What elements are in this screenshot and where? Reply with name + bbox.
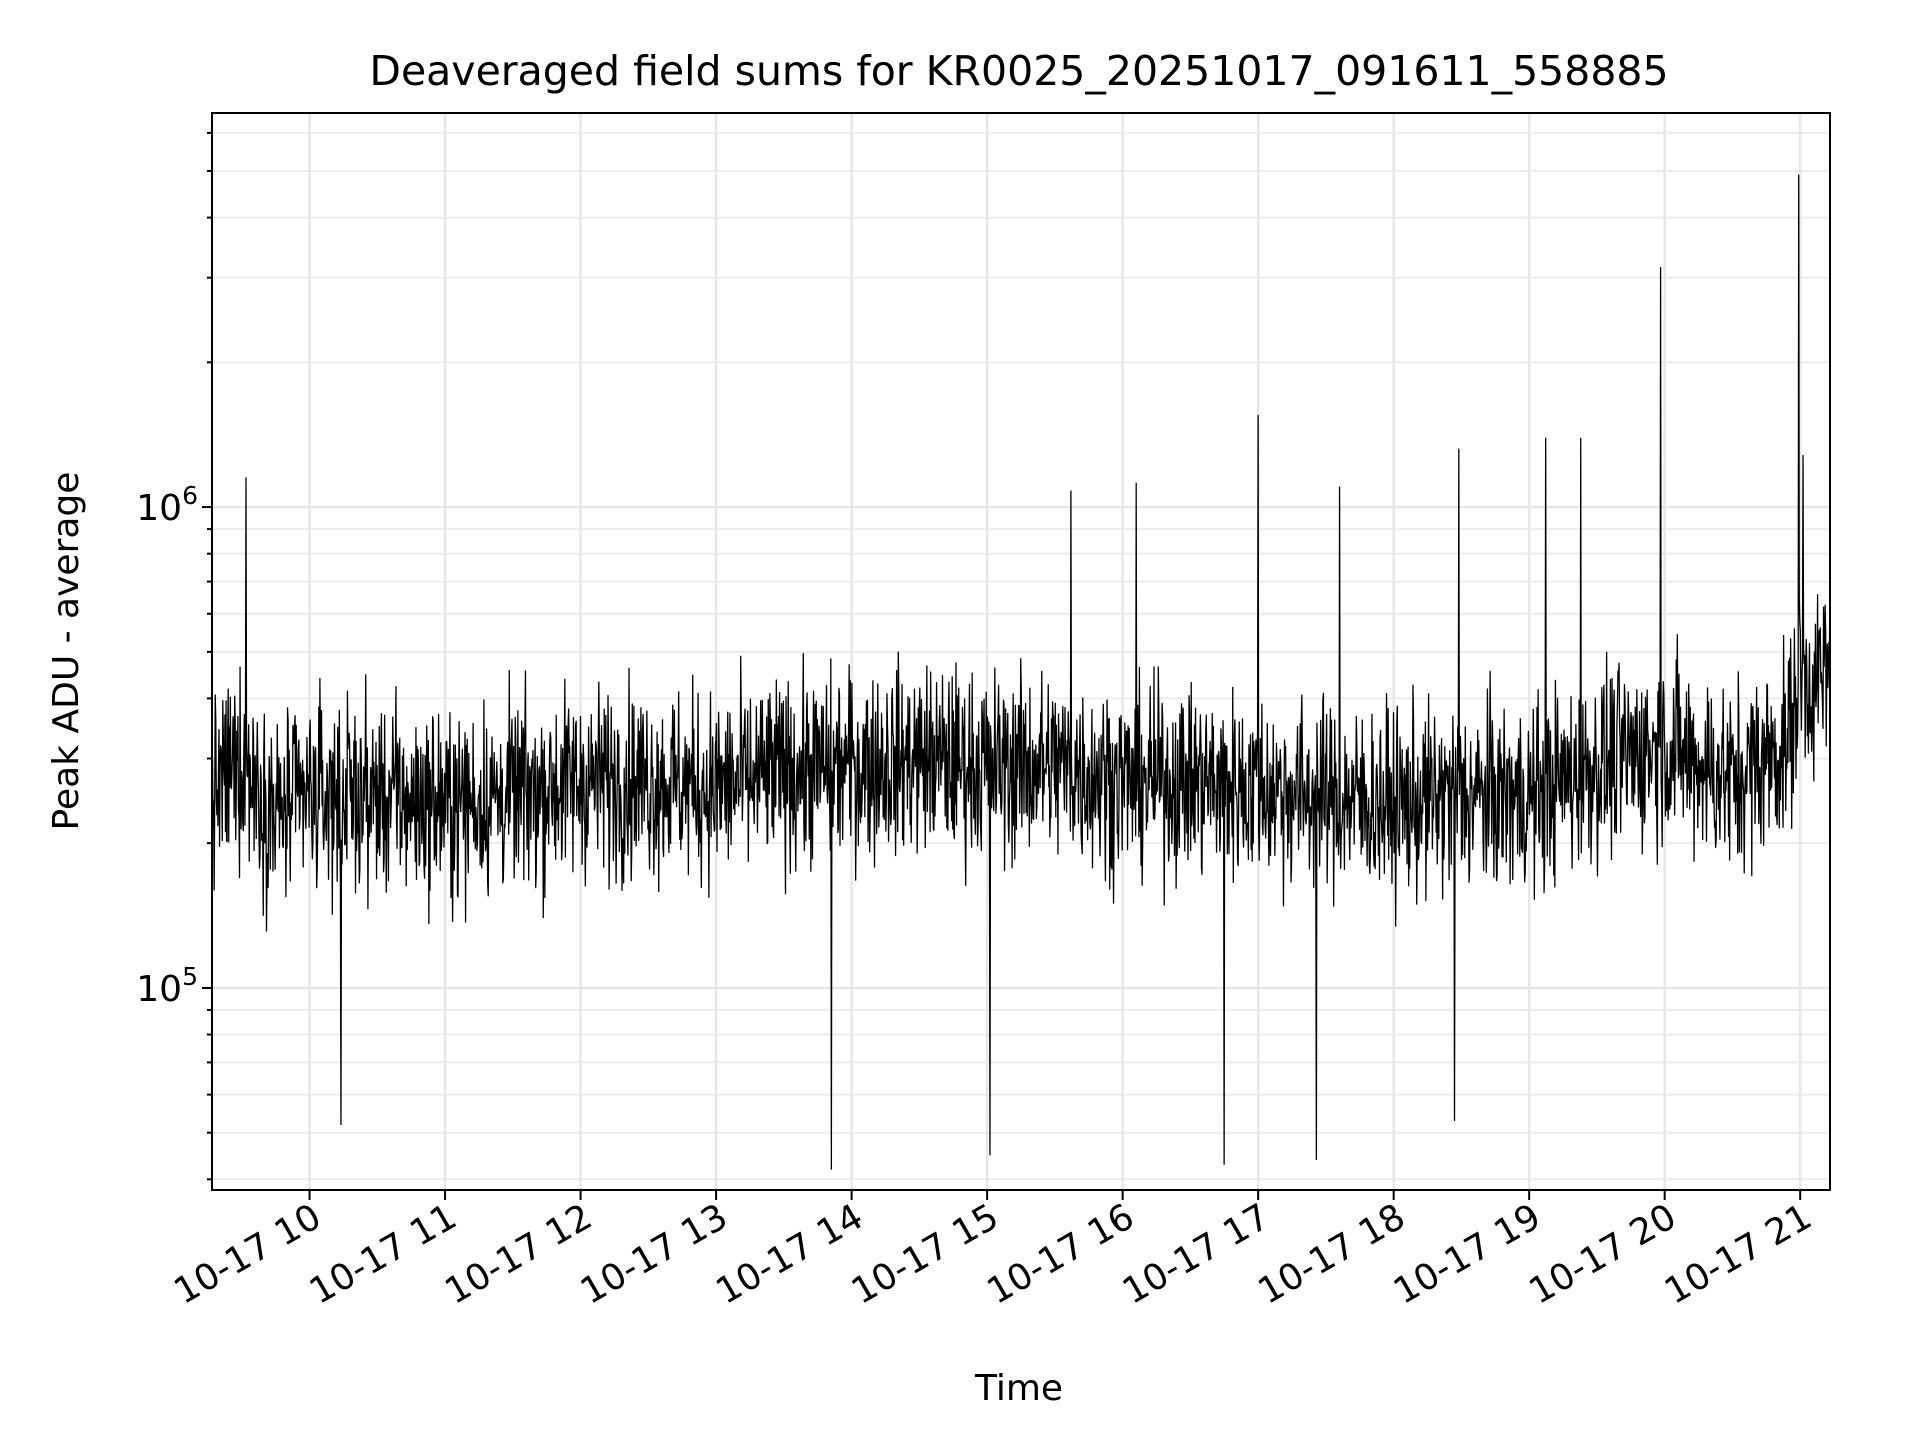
x-axis-label: Time: [974, 1368, 1063, 1409]
chart-title: Deaveraged field sums for KR0025_2025101…: [369, 47, 1668, 95]
series-layer: [211, 174, 1831, 1170]
y-tick-label: 106: [136, 481, 198, 529]
y-axis: 105 106: [136, 131, 212, 1181]
y-tick-label: 105: [136, 962, 198, 1010]
y-axis-label: Peak ADU - average: [46, 472, 87, 831]
series-line: [211, 174, 1831, 1170]
